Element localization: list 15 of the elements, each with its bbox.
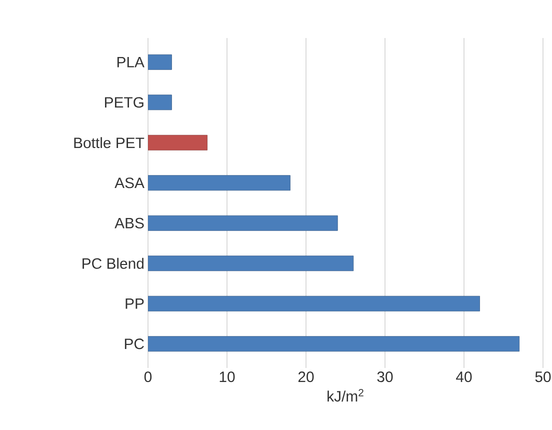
x-tick-label: 40 (456, 372, 472, 382)
y-tick-label: PETG (105, 97, 144, 108)
y-tick-label: ABS (114, 218, 144, 228)
y-tick-label: PLA (117, 57, 144, 68)
y-tick-label: Bottle PET (74, 137, 144, 148)
y-tick-label: PP (126, 298, 144, 309)
x-tick-label: 10 (220, 372, 235, 382)
y-tick-label: PC Blend (82, 258, 144, 269)
y-tick-label: PC (124, 338, 144, 350)
x-tick-label: 30 (377, 372, 393, 382)
y-tick-label: ASA (114, 178, 144, 188)
x-tick-label: 0 (144, 372, 152, 382)
x-tick-label: 50 (535, 372, 551, 382)
x-tick-label: 20 (298, 372, 314, 382)
x-axis-title: kJ/m$^{2}$ (328, 388, 364, 402)
